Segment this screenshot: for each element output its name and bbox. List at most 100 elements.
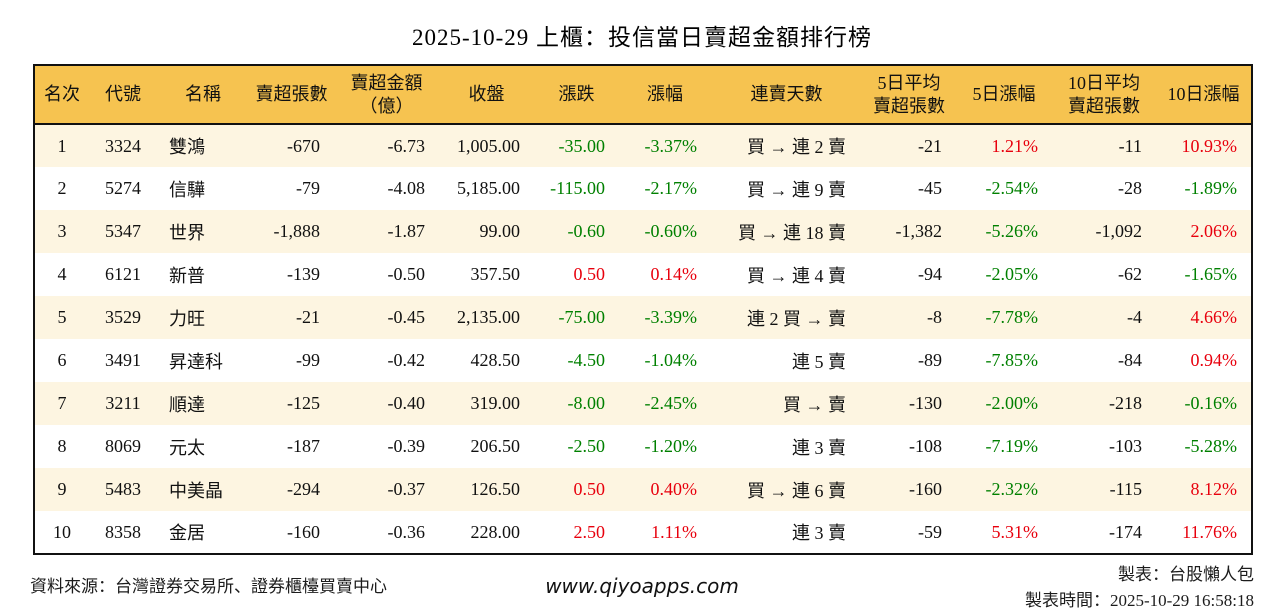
table-row: 5 3529 力旺 -21 -0.45 2,135.00 -75.00 -3.3… — [34, 296, 1252, 339]
cell-5d-change-pct: -2.32% — [985, 479, 1039, 499]
cell-rank: 5 — [57, 307, 67, 327]
cell-sell-streak: 連 2 買 → 賣 — [747, 308, 846, 329]
cell-10d-change-pct: 0.94% — [1190, 350, 1238, 370]
cell-10d-avg-shares: -218 — [1109, 393, 1142, 413]
cell-sell-streak: 連 3 賣 — [792, 437, 846, 458]
col-header-5d-avg-shares: 5日平均 賣超張數 — [862, 65, 956, 125]
cell-change-pct: -0.60% — [644, 221, 698, 241]
cell-code: 5274 — [105, 178, 141, 198]
cell-change-pct: -1.04% — [644, 350, 698, 370]
cell-5d-avg-shares: -59 — [918, 521, 942, 542]
col-header-name: 名稱 — [157, 65, 249, 125]
cell-net-sell-amount: -0.40 — [387, 393, 426, 413]
cell-net-sell-amount: -0.50 — [387, 264, 426, 284]
cell-5d-avg-shares: -160 — [909, 479, 942, 499]
cell-net-sell-shares: -294 — [287, 479, 320, 499]
table-row: 4 6121 新普 -139 -0.50 357.50 0.50 0.14% 買… — [34, 253, 1252, 296]
cell-close: 126.50 — [470, 479, 521, 499]
cell-10d-change-pct: 10.93% — [1181, 135, 1238, 156]
cell-code: 8358 — [105, 521, 141, 542]
cell-change-pct: -3.37% — [644, 135, 698, 156]
col-header-code: 代號 — [89, 65, 157, 125]
made-time-label: 製表時間：2025-10-29 16:58:18 — [1024, 590, 1254, 610]
table-body: 1 3324 雙鴻 -670 -6.73 1,005.00 -35.00 -3.… — [34, 124, 1252, 554]
cell-close: 206.50 — [470, 436, 521, 456]
cell-5d-change-pct: -2.54% — [985, 178, 1039, 198]
cell-5d-change-pct: -2.05% — [985, 264, 1039, 284]
cell-close: 428.50 — [470, 350, 521, 370]
cell-net-sell-shares: -187 — [287, 436, 320, 456]
cell-5d-avg-shares: -45 — [918, 178, 942, 198]
cell-change-pct: -3.39% — [644, 307, 698, 327]
cell-rank: 1 — [57, 135, 67, 156]
cell-close: 99.00 — [479, 221, 521, 241]
cell-sell-streak: 買 → 連 2 賣 — [747, 137, 846, 157]
col-header-change-pct: 漲幅 — [619, 65, 711, 125]
cell-sell-streak: 買 → 連 6 賣 — [747, 480, 846, 501]
cell-name: 世界 — [169, 222, 205, 243]
cell-close: 228.00 — [470, 521, 521, 542]
table-row: 1 3324 雙鴻 -670 -6.73 1,005.00 -35.00 -3.… — [34, 124, 1252, 167]
cell-5d-change-pct: 5.31% — [991, 521, 1039, 542]
cell-code: 5483 — [105, 479, 141, 499]
col-header-close: 收盤 — [439, 65, 534, 125]
cell-10d-avg-shares: -4 — [1127, 307, 1142, 327]
maker-label: 製表：台股懶人包 — [1118, 565, 1254, 584]
cell-code: 6121 — [105, 264, 141, 284]
cell-net-sell-shares: -1,888 — [273, 221, 321, 241]
cell-close: 2,135.00 — [457, 307, 520, 327]
cell-code: 5347 — [105, 221, 141, 241]
cell-change: -0.60 — [567, 221, 606, 241]
cell-net-sell-shares: -21 — [296, 307, 320, 327]
cell-change: -8.00 — [567, 393, 606, 413]
cell-close: 319.00 — [470, 393, 521, 413]
cell-net-sell-shares: -670 — [287, 135, 320, 156]
cell-5d-change-pct: -5.26% — [985, 221, 1039, 241]
cell-10d-change-pct: 4.66% — [1190, 307, 1238, 327]
table-row: 10 8358 金居 -160 -0.36 228.00 2.50 1.11% … — [34, 511, 1252, 554]
cell-10d-change-pct: -0.16% — [1184, 393, 1238, 413]
cell-5d-avg-shares: -130 — [909, 393, 942, 413]
cell-10d-avg-shares: -174 — [1109, 521, 1142, 542]
cell-change: -115.00 — [550, 178, 605, 198]
col-header-10d-change-pct: 10日漲幅 — [1156, 65, 1252, 125]
cell-change: -35.00 — [558, 135, 606, 156]
cell-rank: 8 — [57, 436, 67, 456]
cell-name: 新普 — [169, 265, 205, 286]
cell-sell-streak: 買 → 連 4 賣 — [747, 265, 846, 286]
cell-name: 昇達科 — [169, 351, 223, 372]
cell-code: 3529 — [105, 307, 141, 327]
cell-close: 5,185.00 — [457, 178, 520, 198]
col-header-net-sell-amount: 賣超金額 （億） — [334, 65, 439, 125]
cell-close: 1,005.00 — [457, 135, 520, 156]
cell-10d-avg-shares: -103 — [1109, 436, 1142, 456]
cell-rank: 2 — [57, 178, 67, 198]
cell-5d-change-pct: -2.00% — [985, 393, 1039, 413]
cell-5d-change-pct: -7.78% — [985, 307, 1039, 327]
cell-change: -2.50 — [567, 436, 606, 456]
cell-change-pct: -1.20% — [644, 436, 698, 456]
cell-10d-avg-shares: -62 — [1118, 264, 1142, 284]
cell-change: 2.50 — [573, 521, 606, 542]
cell-sell-streak: 買 → 連 9 賣 — [747, 179, 846, 200]
col-header-change: 漲跌 — [534, 65, 619, 125]
cell-code: 3491 — [105, 350, 141, 370]
cell-rank: 4 — [57, 264, 67, 284]
cell-10d-change-pct: 11.76% — [1182, 521, 1237, 542]
col-header-10d-avg-shares: 10日平均 賣超張數 — [1052, 65, 1156, 125]
cell-5d-avg-shares: -94 — [918, 264, 942, 284]
table-row: 3 5347 世界 -1,888 -1.87 99.00 -0.60 -0.60… — [34, 210, 1252, 253]
cell-10d-change-pct: 8.12% — [1190, 479, 1238, 499]
col-header-net-sell-shares: 賣超張數 — [249, 65, 334, 125]
cell-sell-streak: 買 → 連 18 賣 — [738, 222, 846, 243]
cell-net-sell-amount: -0.45 — [387, 307, 426, 327]
cell-change-pct: 0.40% — [650, 479, 698, 499]
cell-5d-avg-shares: -108 — [909, 436, 942, 456]
cell-change-pct: 0.14% — [650, 264, 698, 284]
cell-code: 3324 — [105, 135, 141, 156]
page-title: 2025-10-29 上櫃：投信當日賣超金額排行榜 — [411, 25, 873, 50]
cell-5d-avg-shares: -89 — [918, 350, 942, 370]
cell-10d-avg-shares: -84 — [1118, 350, 1142, 370]
cell-name: 中美晶 — [169, 480, 223, 501]
cell-net-sell-amount: -0.39 — [387, 436, 426, 456]
